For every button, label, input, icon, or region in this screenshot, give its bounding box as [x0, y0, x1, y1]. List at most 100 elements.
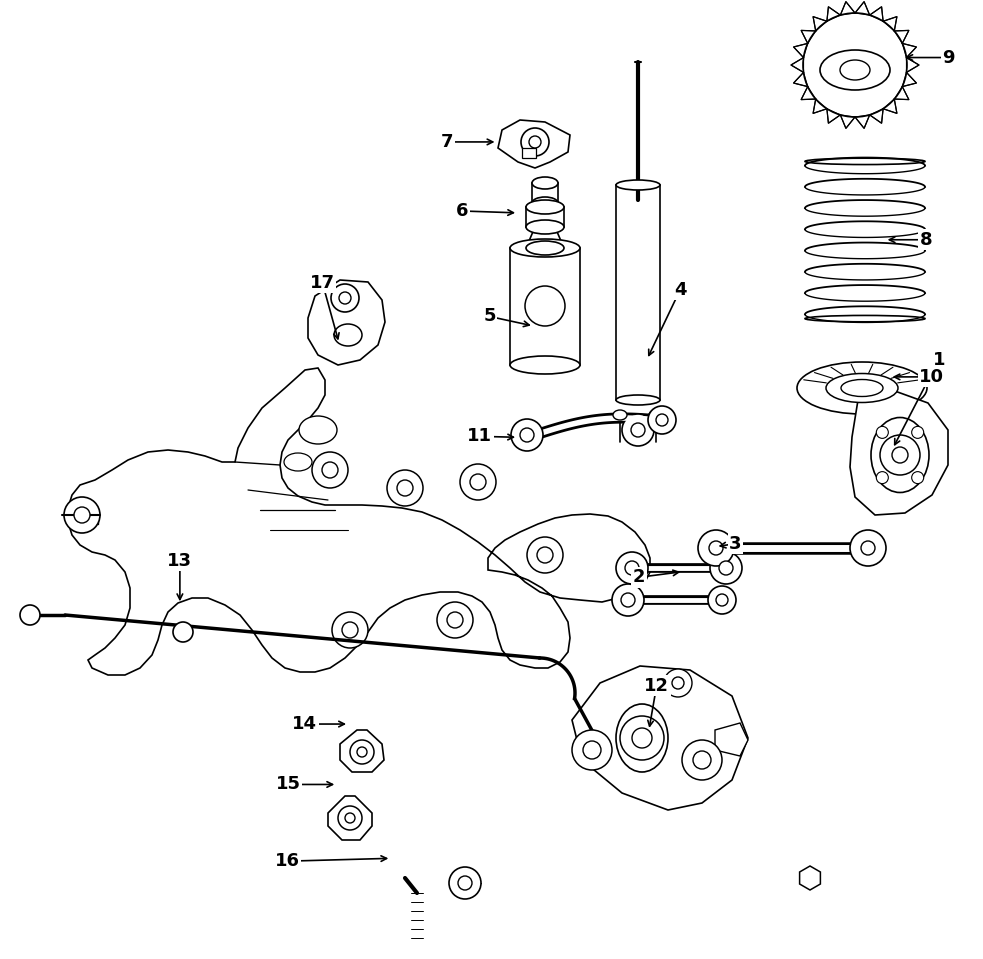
Polygon shape — [870, 7, 883, 21]
Circle shape — [682, 740, 722, 780]
Text: 2: 2 — [633, 569, 645, 586]
Circle shape — [709, 541, 723, 555]
Ellipse shape — [284, 453, 312, 471]
Polygon shape — [793, 72, 808, 86]
Ellipse shape — [840, 60, 870, 80]
Circle shape — [664, 669, 692, 697]
Ellipse shape — [526, 200, 564, 214]
Text: 15: 15 — [275, 776, 301, 793]
Polygon shape — [855, 115, 870, 129]
Polygon shape — [840, 115, 855, 129]
Polygon shape — [813, 99, 827, 113]
Circle shape — [693, 751, 711, 769]
Circle shape — [520, 428, 534, 442]
Text: 16: 16 — [274, 853, 300, 870]
Polygon shape — [895, 31, 909, 43]
Circle shape — [447, 612, 463, 628]
Ellipse shape — [526, 241, 564, 255]
Circle shape — [74, 507, 90, 523]
Polygon shape — [883, 16, 896, 31]
Ellipse shape — [334, 324, 362, 346]
Text: 1: 1 — [933, 351, 945, 368]
Polygon shape — [498, 120, 570, 168]
Circle shape — [631, 423, 645, 437]
Circle shape — [583, 741, 601, 759]
Circle shape — [612, 584, 644, 616]
Circle shape — [672, 677, 684, 689]
Circle shape — [572, 730, 612, 770]
Circle shape — [537, 547, 553, 563]
Circle shape — [656, 414, 668, 426]
Circle shape — [342, 622, 358, 638]
Circle shape — [332, 612, 368, 648]
Polygon shape — [308, 280, 385, 365]
Polygon shape — [902, 43, 916, 58]
Polygon shape — [840, 2, 855, 15]
Bar — [526, 207, 564, 227]
Bar — [532, 183, 558, 203]
Circle shape — [911, 427, 924, 438]
Polygon shape — [526, 227, 564, 248]
Circle shape — [625, 561, 639, 575]
Polygon shape — [883, 99, 896, 113]
Polygon shape — [813, 16, 827, 31]
Text: 4: 4 — [674, 281, 686, 298]
Polygon shape — [791, 58, 803, 72]
Circle shape — [339, 292, 351, 304]
Circle shape — [458, 876, 472, 890]
Ellipse shape — [532, 197, 558, 209]
Text: 9: 9 — [943, 49, 954, 66]
Ellipse shape — [841, 380, 883, 396]
Ellipse shape — [299, 416, 337, 444]
Text: 7: 7 — [441, 133, 453, 151]
Polygon shape — [328, 796, 372, 840]
Text: 17: 17 — [310, 274, 335, 292]
Circle shape — [708, 586, 736, 614]
Ellipse shape — [510, 239, 580, 257]
Bar — [510, 248, 580, 365]
Text: 12: 12 — [644, 677, 669, 694]
Circle shape — [312, 452, 348, 488]
Circle shape — [470, 474, 486, 490]
Text: 13: 13 — [167, 552, 193, 570]
Circle shape — [876, 427, 889, 438]
Ellipse shape — [820, 50, 890, 90]
Ellipse shape — [797, 362, 927, 414]
Ellipse shape — [532, 177, 558, 189]
Polygon shape — [870, 108, 883, 123]
Circle shape — [449, 867, 481, 899]
Polygon shape — [855, 2, 870, 15]
Polygon shape — [572, 666, 748, 810]
Circle shape — [632, 728, 652, 748]
Circle shape — [616, 552, 648, 584]
Circle shape — [350, 740, 374, 764]
Ellipse shape — [616, 395, 660, 405]
Circle shape — [621, 593, 635, 607]
Circle shape — [64, 497, 100, 533]
Text: 5: 5 — [484, 308, 495, 325]
Text: 14: 14 — [292, 715, 318, 733]
Circle shape — [622, 414, 654, 446]
Polygon shape — [715, 723, 748, 756]
Text: 3: 3 — [729, 535, 741, 552]
Circle shape — [460, 464, 496, 500]
Circle shape — [716, 594, 728, 606]
Circle shape — [892, 447, 908, 463]
Circle shape — [357, 747, 367, 757]
Circle shape — [397, 480, 413, 496]
Polygon shape — [68, 368, 650, 675]
Ellipse shape — [826, 373, 898, 403]
Polygon shape — [793, 43, 808, 58]
Ellipse shape — [616, 704, 668, 772]
Polygon shape — [827, 7, 840, 21]
Circle shape — [525, 286, 565, 326]
Polygon shape — [902, 72, 916, 86]
Ellipse shape — [510, 356, 580, 374]
Ellipse shape — [526, 220, 564, 234]
Text: 8: 8 — [920, 231, 932, 248]
Ellipse shape — [871, 417, 929, 493]
Ellipse shape — [616, 180, 660, 190]
Circle shape — [511, 419, 543, 451]
Polygon shape — [340, 730, 384, 772]
Circle shape — [850, 530, 886, 566]
